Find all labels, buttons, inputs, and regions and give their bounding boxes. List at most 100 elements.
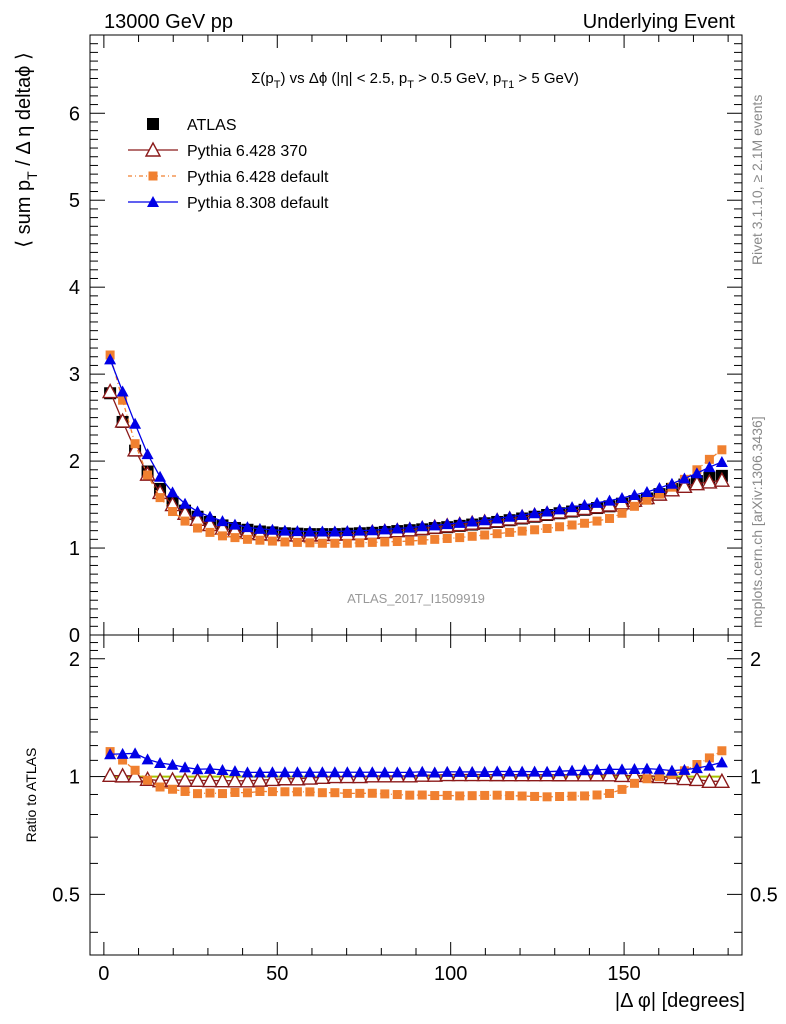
ratio-data-point (267, 787, 277, 797)
data-point (353, 524, 366, 536)
ratio-data-point (253, 766, 266, 778)
x-tick-label: 150 (607, 963, 640, 985)
data-point (629, 501, 639, 511)
ratio-data-point (129, 747, 142, 759)
data-point (291, 525, 304, 537)
data-point (205, 527, 215, 537)
data-point (642, 495, 652, 505)
ratio-data-point (466, 765, 479, 777)
ratio-data-point (189, 771, 206, 788)
data-point (267, 536, 277, 546)
ratio-data-point (405, 790, 415, 800)
ratio-data-point (191, 763, 204, 775)
data-point (305, 538, 315, 548)
legend-marker (147, 196, 159, 207)
legend-entry: Pythia 6.428 370 (128, 141, 307, 160)
data-point (416, 520, 429, 532)
ratio-data-point (141, 753, 154, 765)
data-point (155, 493, 165, 503)
ratio-data-point (251, 771, 269, 787)
legend-entry: ATLAS (147, 117, 237, 134)
y-tick-label: 0 (69, 625, 80, 647)
data-point (316, 525, 329, 537)
ratio-data-point (505, 791, 515, 801)
ratio-data-point (216, 763, 229, 775)
x-tick-label: 100 (434, 963, 467, 985)
ratio-data-point (690, 762, 703, 774)
series-3 (104, 353, 728, 537)
data-point (328, 525, 341, 537)
legend: ATLAS Pythia 6.428 370 Pythia 6.428 defaul… (128, 117, 329, 212)
data-point (168, 507, 178, 517)
ratio-data-point (555, 792, 565, 802)
data-point (118, 395, 128, 405)
ratio-data-point (467, 791, 477, 801)
data-point (703, 461, 716, 473)
data-point (255, 535, 265, 545)
ratio-data-point (654, 772, 664, 782)
legend-entry: Pythia 8.308 default (128, 195, 329, 212)
data-point (417, 535, 427, 545)
y-axis-label: ⟨ sum pT / Δ η deltaϕ ⟩ (13, 52, 40, 247)
data-point (616, 492, 629, 504)
data-point (355, 538, 365, 548)
ratio-data-point (126, 767, 144, 783)
data-point (116, 385, 129, 397)
legend-marker (144, 141, 162, 157)
ratio-data-point (516, 765, 529, 777)
ratio-data-point (143, 775, 153, 785)
ratio-data-point (580, 791, 590, 801)
ratio-data-point (278, 766, 291, 778)
ratio-data-point (217, 789, 227, 799)
ratio-data-point (305, 787, 315, 797)
data-point (130, 439, 140, 449)
data-point (665, 477, 678, 489)
data-point (442, 533, 452, 543)
data-point (405, 536, 415, 546)
ratio-data-point (342, 788, 352, 798)
ratio-data-point (276, 770, 294, 786)
data-point (317, 538, 327, 548)
ratio-data-point (280, 787, 290, 797)
data-point (578, 499, 591, 510)
data-point (230, 533, 240, 543)
ratio-data-point (166, 758, 179, 770)
data-point (605, 513, 615, 523)
ratio-data-point (264, 770, 281, 787)
data-point (467, 531, 477, 541)
data-point (541, 505, 554, 517)
ratio-data-point (628, 763, 641, 775)
data-point (166, 486, 179, 498)
data-point (453, 516, 466, 528)
data-point (505, 527, 515, 537)
data-point (640, 485, 653, 497)
ratio-data-point (541, 765, 554, 777)
legend-label: Pythia 6.428 default (187, 169, 329, 186)
data-point (491, 512, 504, 524)
y-tick-label: 3 (69, 364, 80, 386)
ratio-data-point (226, 772, 244, 788)
y-tick-label: 1 (69, 538, 80, 560)
ratio-data-point (616, 763, 629, 775)
data-point (253, 522, 266, 534)
ratio-data-point (341, 766, 354, 778)
data-point (580, 518, 590, 528)
ratio-data-point (239, 772, 256, 788)
ratio-data-point (715, 756, 728, 768)
data-point (567, 520, 577, 530)
data-point (292, 537, 302, 547)
ratio-data-point (665, 764, 678, 776)
ratio-data-point (179, 761, 192, 773)
ratio-series-1 (101, 766, 731, 789)
ratio-data-point (330, 788, 340, 798)
data-point (503, 510, 516, 522)
ratio-data-point (491, 765, 504, 777)
data-point (617, 508, 627, 518)
ratio-data-point (353, 766, 366, 778)
data-point (517, 526, 527, 536)
ratio-data-point (601, 766, 618, 782)
ratio-data-point (316, 766, 329, 778)
data-point (143, 470, 153, 480)
data-point (342, 538, 352, 548)
